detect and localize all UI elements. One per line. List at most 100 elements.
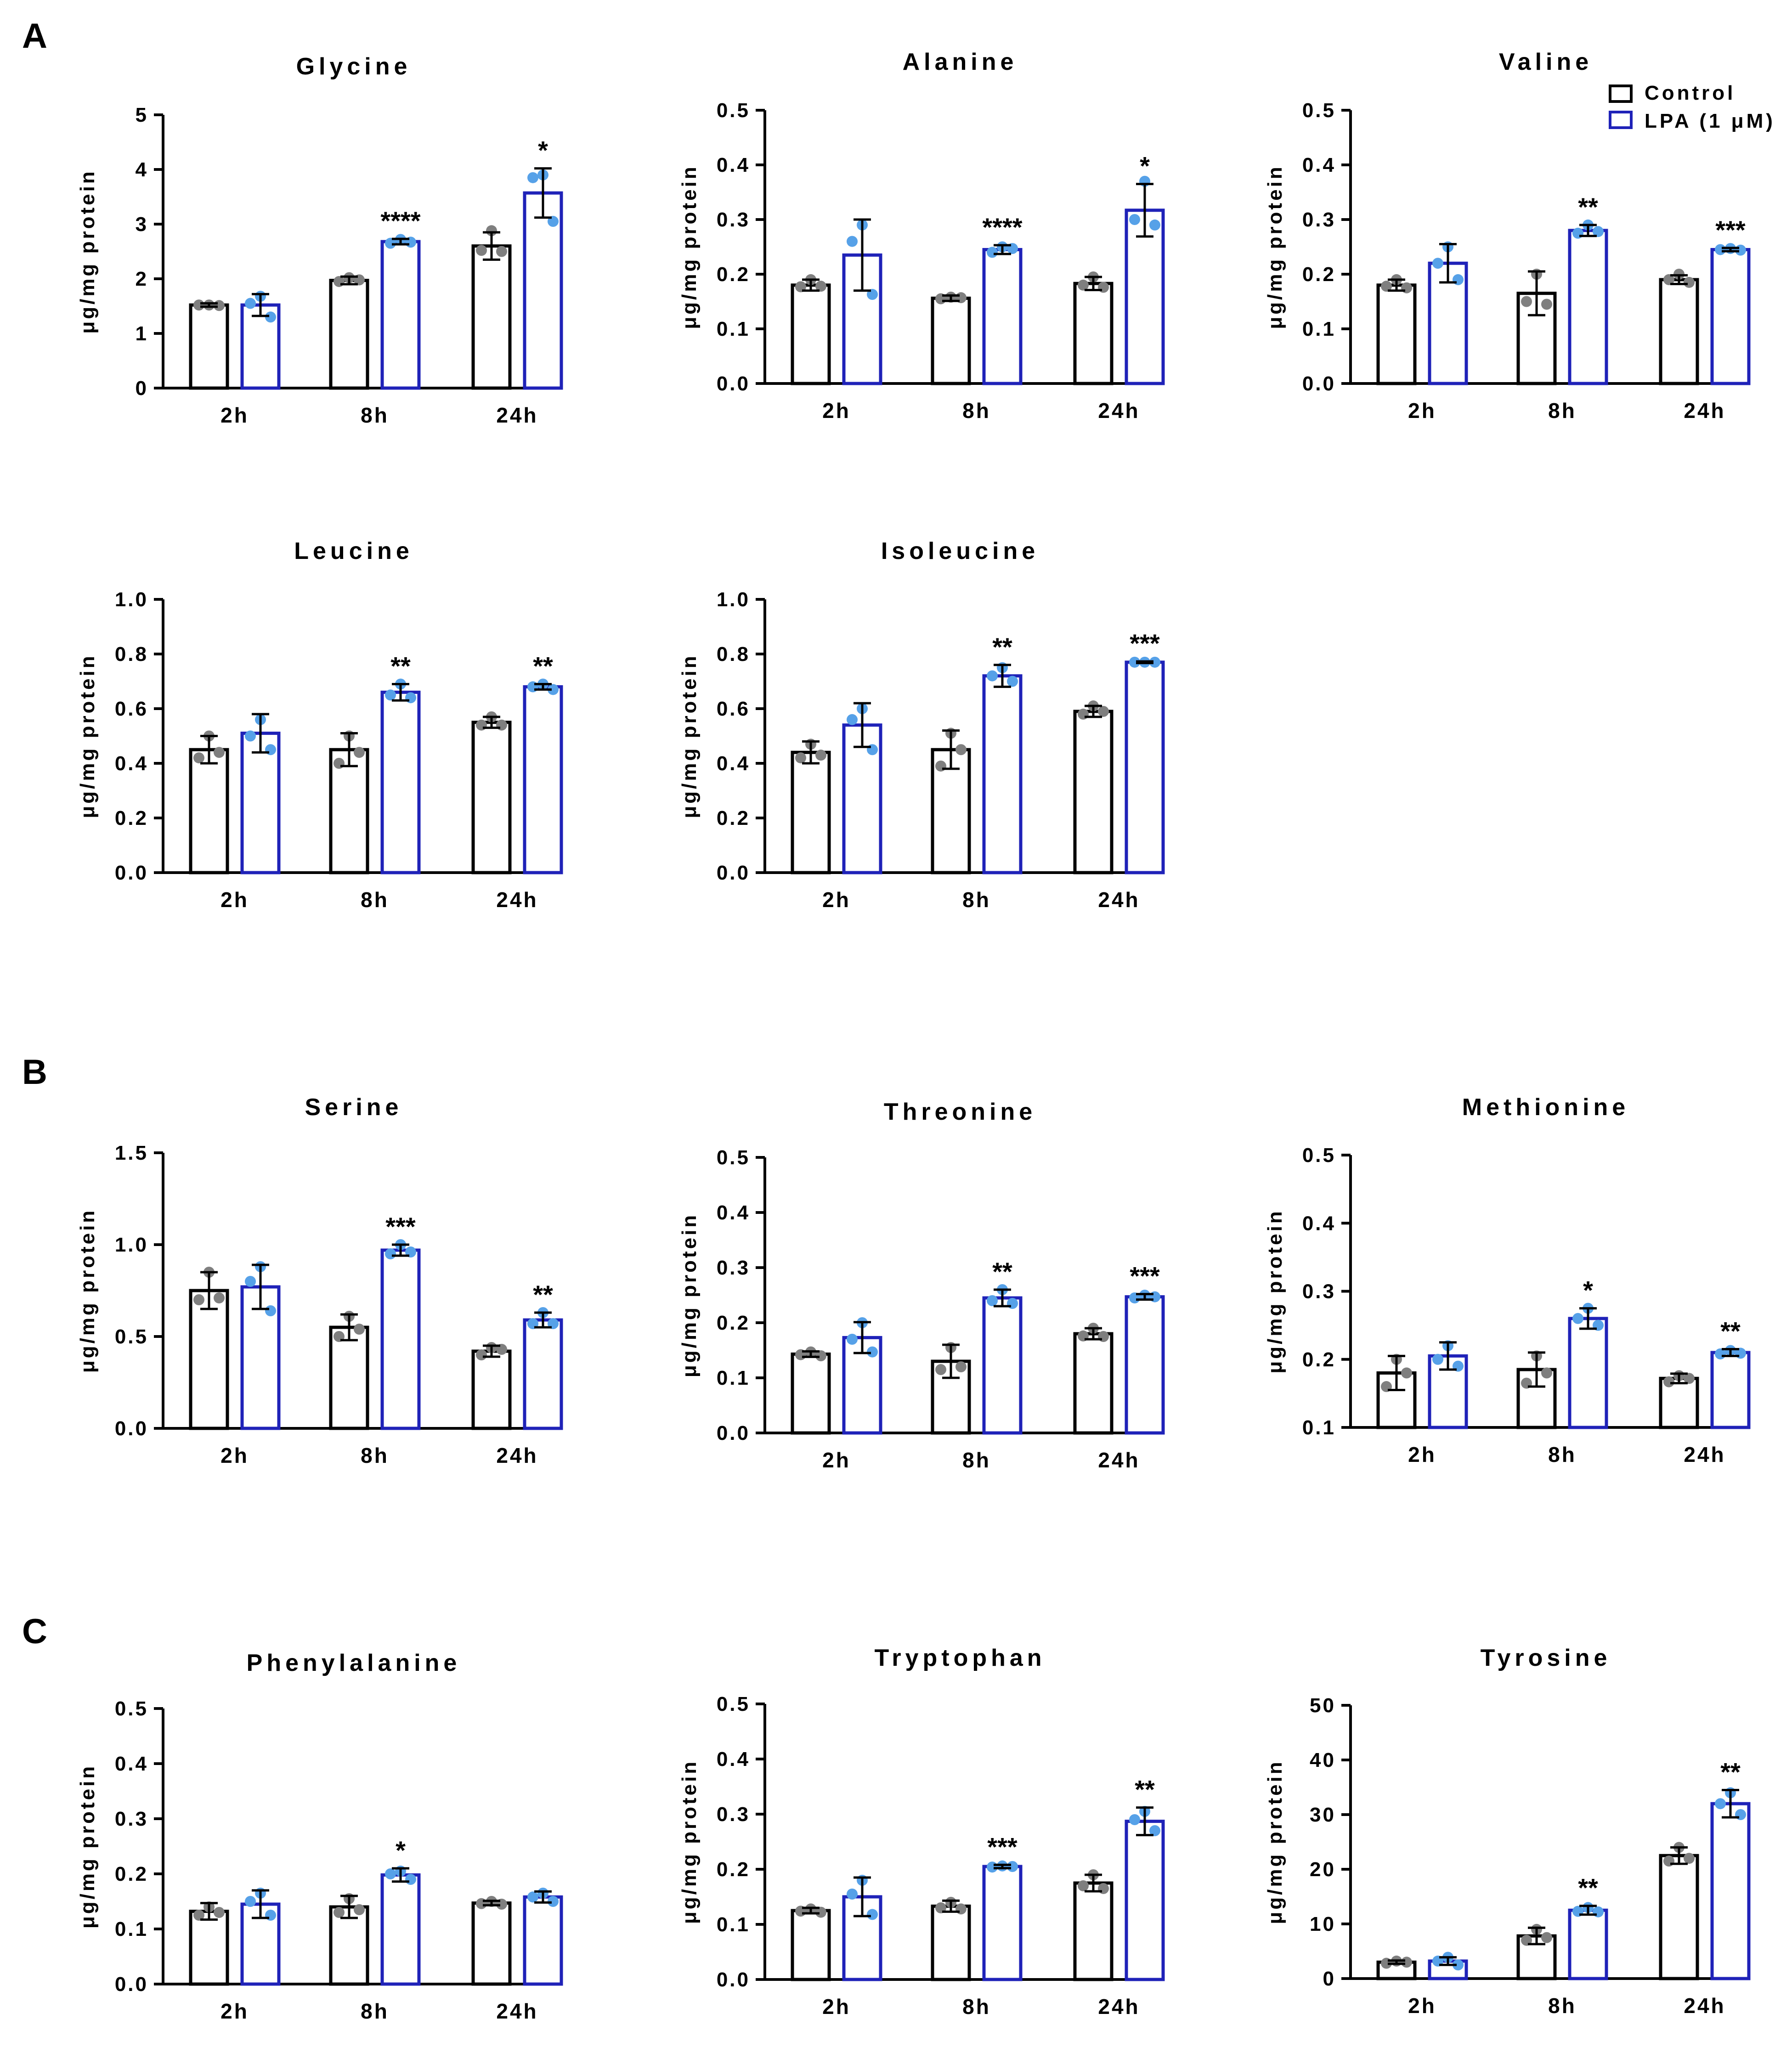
y-tick-label: 2 [136,268,148,290]
bar-control-24h [1073,1881,1114,1981]
y-axis-label: μg/mg protein [76,1764,99,1929]
data-point [527,1891,538,1903]
x-tick-label: 2h [220,403,249,427]
significance-label: ** [1720,1317,1741,1346]
bar-control-2h [189,303,229,390]
bar-control-2h [189,748,229,874]
data-point [1007,1861,1018,1872]
x-tick-label: 24h [1684,399,1725,423]
chart-title: Tyrosine [1481,1645,1611,1671]
bar-lpa-24h [1710,1802,1751,1980]
data-point [987,1295,998,1306]
data-point [265,311,276,323]
bar-control-2h [791,1352,831,1435]
data-point [1684,1373,1695,1384]
x-tick-label: 8h [361,403,389,427]
y-tick-label: 40 [1310,1749,1336,1771]
bar-control-24h [1073,710,1114,874]
bar-control-2h [791,750,831,874]
significance-label: ** [390,651,411,680]
y-tick-label: 0.2 [115,807,148,829]
y-tick-label: 0.6 [115,698,148,720]
x-tick-label: 8h [361,1999,389,2023]
legend-control-label: Control [1645,82,1735,104]
bar-control-24h [471,721,512,874]
bar-lpa-8h [982,1865,1023,1981]
data-point [847,236,858,247]
data-point [867,1346,878,1358]
data-point [1541,1367,1552,1379]
data-point [1684,1853,1695,1864]
x-tick-label: 8h [962,399,991,423]
significance-label: * [396,1836,406,1865]
bar-control-2h [791,1909,831,1981]
bar-control-24h [1073,282,1114,385]
x-tick-label: 2h [822,399,851,423]
y-tick-label: 0.0 [1302,372,1336,395]
data-point [1149,1825,1160,1836]
chart-leucine: Leucine μg/mg protein 0.0 0.2 0.4 0.6 0.8 1.0 2h… [76,538,563,912]
bar-lpa-24h [523,1895,563,1986]
x-tick-label: 8h [1548,399,1577,423]
chart-title: Methionine [1462,1094,1629,1121]
data-point [385,1248,396,1259]
significance-label: *** [1130,1262,1160,1291]
data-point [1541,299,1552,310]
significance-label: **** [380,206,420,235]
y-axis-label: μg/mg protein [1264,1759,1286,1924]
y-tick-label: 0.2 [717,1858,750,1881]
data-point [815,750,826,761]
chart-valine: Valine μg/mg protein 0.0 0.1 0.2 0.3 0.4 0.5 2h *… [1264,49,1751,423]
chart-threonine: Threonine μg/mg protein 0.0 0.1 0.2 0.3 0.4 0.5… [678,1099,1165,1472]
x-tick-label: 24h [496,1999,538,2023]
data-point [193,299,204,311]
bar-lpa-24h [1710,1351,1751,1429]
significance-label: ** [1135,1775,1155,1804]
bar-lpa-8h [982,674,1023,874]
y-tick-label: 0.6 [717,698,750,720]
chart-title: Threonine [884,1099,1036,1125]
chart-title: Glycine [296,53,412,80]
chart-isoleucine: Isoleucine μg/mg protein 0.0 0.2 0.4 0.6 0.8 1.… [678,538,1165,912]
data-point [987,247,998,258]
significance-label: * [1583,1276,1593,1305]
chart-serine: Serine μg/mg protein 0.0 0.5 1.0 1.5 2h *** 8h **… [76,1094,563,1467]
legend-lpa-swatch [1609,111,1633,129]
bar-lpa-24h [523,1318,563,1430]
bar-lpa-8h [380,1248,421,1430]
y-tick-label: 0.1 [1302,1416,1336,1439]
chart-title: Valine [1499,49,1593,75]
data-point [265,1305,276,1316]
chart-title: Leucine [294,538,413,564]
x-tick-label: 8h [962,1448,991,1472]
y-tick-label: 0.1 [717,1913,750,1936]
bar-control-24h [1659,278,1699,385]
y-tick-label: 0.3 [115,1808,148,1830]
data-point [1541,1932,1552,1943]
bar-lpa-24h [1125,1820,1165,1981]
y-tick-label: 0.4 [115,1753,148,1775]
significance-label: ** [1578,192,1598,221]
data-point [1129,656,1140,668]
data-point [935,1364,946,1375]
data-point [1078,279,1089,291]
data-point [1149,656,1160,668]
data-point [245,730,256,742]
data-point [795,752,806,764]
x-tick-label: 24h [1098,1995,1140,2019]
chart-title: Tryptophan [874,1645,1046,1671]
y-tick-label: 0.8 [115,643,148,665]
bar-control-24h [1659,1854,1699,1980]
x-tick-label: 2h [822,888,851,912]
y-tick-label: 0.1 [717,318,750,340]
y-axis-label: μg/mg protein [76,169,99,333]
data-point [385,1868,396,1879]
data-point [1453,1959,1464,1971]
data-point [245,298,256,309]
bar-lpa-2h [240,732,281,874]
data-point [1432,258,1443,269]
data-point [847,1889,858,1900]
y-axis-label: μg/mg protein [678,654,701,818]
significance-label: *** [1715,215,1746,244]
data-point [1078,1880,1089,1891]
